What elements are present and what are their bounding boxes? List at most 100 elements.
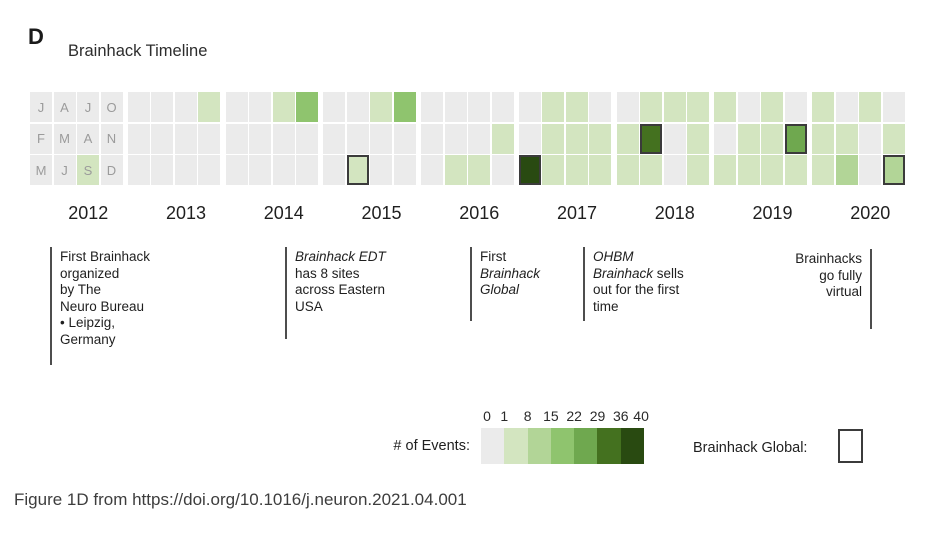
month-cell (346, 92, 369, 122)
month-cell (225, 123, 248, 154)
annotation-text: OHBM Brainhack sells out for the first time (593, 249, 684, 314)
month-cell (346, 123, 369, 154)
month-cell (714, 92, 737, 122)
month-cell (565, 92, 588, 122)
month-cell (272, 123, 295, 154)
legend-tick: 15 (543, 408, 559, 424)
month-cell (640, 123, 662, 154)
month-cell (812, 155, 834, 185)
month-cell (468, 92, 490, 122)
legend-swatch (504, 428, 528, 464)
month-cell (589, 123, 612, 154)
year-group-2016 (421, 92, 514, 185)
annotation-bar (470, 247, 472, 321)
month-cell (542, 155, 565, 185)
month-cell (640, 92, 662, 122)
month-cell: O (100, 92, 123, 122)
month-cell (737, 155, 760, 185)
month-cell (761, 92, 784, 122)
timeline-annotation: First Brainhack organized by The Neuro Bure… (50, 247, 184, 365)
month-cell (468, 123, 490, 154)
month-cell (491, 92, 514, 122)
year-axis: 2012 2013 2014 2015 2016 2017 2018 2019 2020 (42, 203, 917, 224)
month-cell (589, 155, 612, 185)
month-cell (737, 123, 760, 154)
month-cell (272, 155, 295, 185)
timeline-annotation: Brainhack EDT has 8 sites across Eastern US… (285, 247, 415, 339)
month-cell (198, 155, 221, 185)
month-cell (468, 155, 490, 185)
month-cell (421, 92, 443, 122)
month-cell (296, 92, 318, 122)
month-cell: J (53, 155, 76, 185)
month-cell (640, 155, 662, 185)
legend-tick: 40 (633, 408, 649, 424)
legend-swatch (527, 428, 551, 464)
events-legend-label: # of Events: (393, 438, 470, 454)
month-cell (421, 123, 443, 154)
month-cell (784, 155, 807, 185)
month-cell (444, 92, 467, 122)
month-cell (542, 92, 565, 122)
month-cell (761, 155, 784, 185)
month-cell (174, 123, 197, 154)
month-cell (127, 92, 150, 122)
year-label: 2015 (361, 203, 402, 223)
month-cell (761, 123, 784, 154)
annotation-bar (50, 247, 52, 365)
year-group-2018 (616, 92, 709, 185)
month-cell (882, 92, 905, 122)
month-cell (882, 155, 905, 185)
month-cell (249, 92, 271, 122)
month-cell (151, 123, 174, 154)
month-cell (616, 92, 639, 122)
month-cell (687, 123, 709, 154)
year-group-2020 (812, 92, 905, 185)
month-cell (370, 123, 393, 154)
month-cell (249, 123, 271, 154)
annotation-text: First Brainhack organized by The Neuro Bure… (60, 249, 151, 347)
month-cell (370, 155, 393, 185)
month-cell (174, 92, 197, 122)
month-cell (444, 155, 467, 185)
month-cell (174, 155, 197, 185)
month-cell (127, 155, 150, 185)
month-cell (370, 92, 393, 122)
timeline-annotation: Brainhacks go fully virtual (760, 249, 872, 329)
month-cell (393, 123, 416, 154)
month-cell (225, 92, 248, 122)
month-cell (714, 123, 737, 154)
month-cell (542, 123, 565, 154)
figure-caption: Figure 1D from https://doi.org/10.1016/j… (14, 490, 467, 509)
month-cell (198, 92, 221, 122)
annotation-bar (583, 247, 585, 321)
month-cell (663, 155, 686, 185)
year-group-2013 (127, 92, 221, 185)
legend-tick: 1 (500, 408, 509, 424)
year-label: 2020 (850, 203, 891, 223)
year-group-2019 (714, 92, 807, 185)
legend-tick: 0 (483, 408, 491, 424)
month-cell (812, 123, 834, 154)
timeline-annotation: OHBM Brainhack sells out for the first time (583, 247, 723, 321)
month-cell (784, 92, 807, 122)
legend-swatch (481, 428, 505, 464)
month-cell (835, 92, 858, 122)
month-cell: N (100, 123, 123, 154)
year-label: 2018 (654, 203, 695, 223)
annotation-text: First Brainhack Global (480, 249, 541, 297)
month-cell (491, 123, 514, 154)
year-label: 2012 (68, 203, 109, 223)
month-cell (687, 92, 709, 122)
month-cell (663, 123, 686, 154)
annotation-text: Brainhacks go fully virtual (795, 251, 862, 299)
month-cell (812, 92, 834, 122)
month-cell: J (30, 92, 52, 122)
month-cell (616, 155, 639, 185)
annotation-bar (870, 249, 872, 329)
annotation-bar (285, 247, 287, 339)
month-cell (518, 92, 541, 122)
month-cell (835, 155, 858, 185)
